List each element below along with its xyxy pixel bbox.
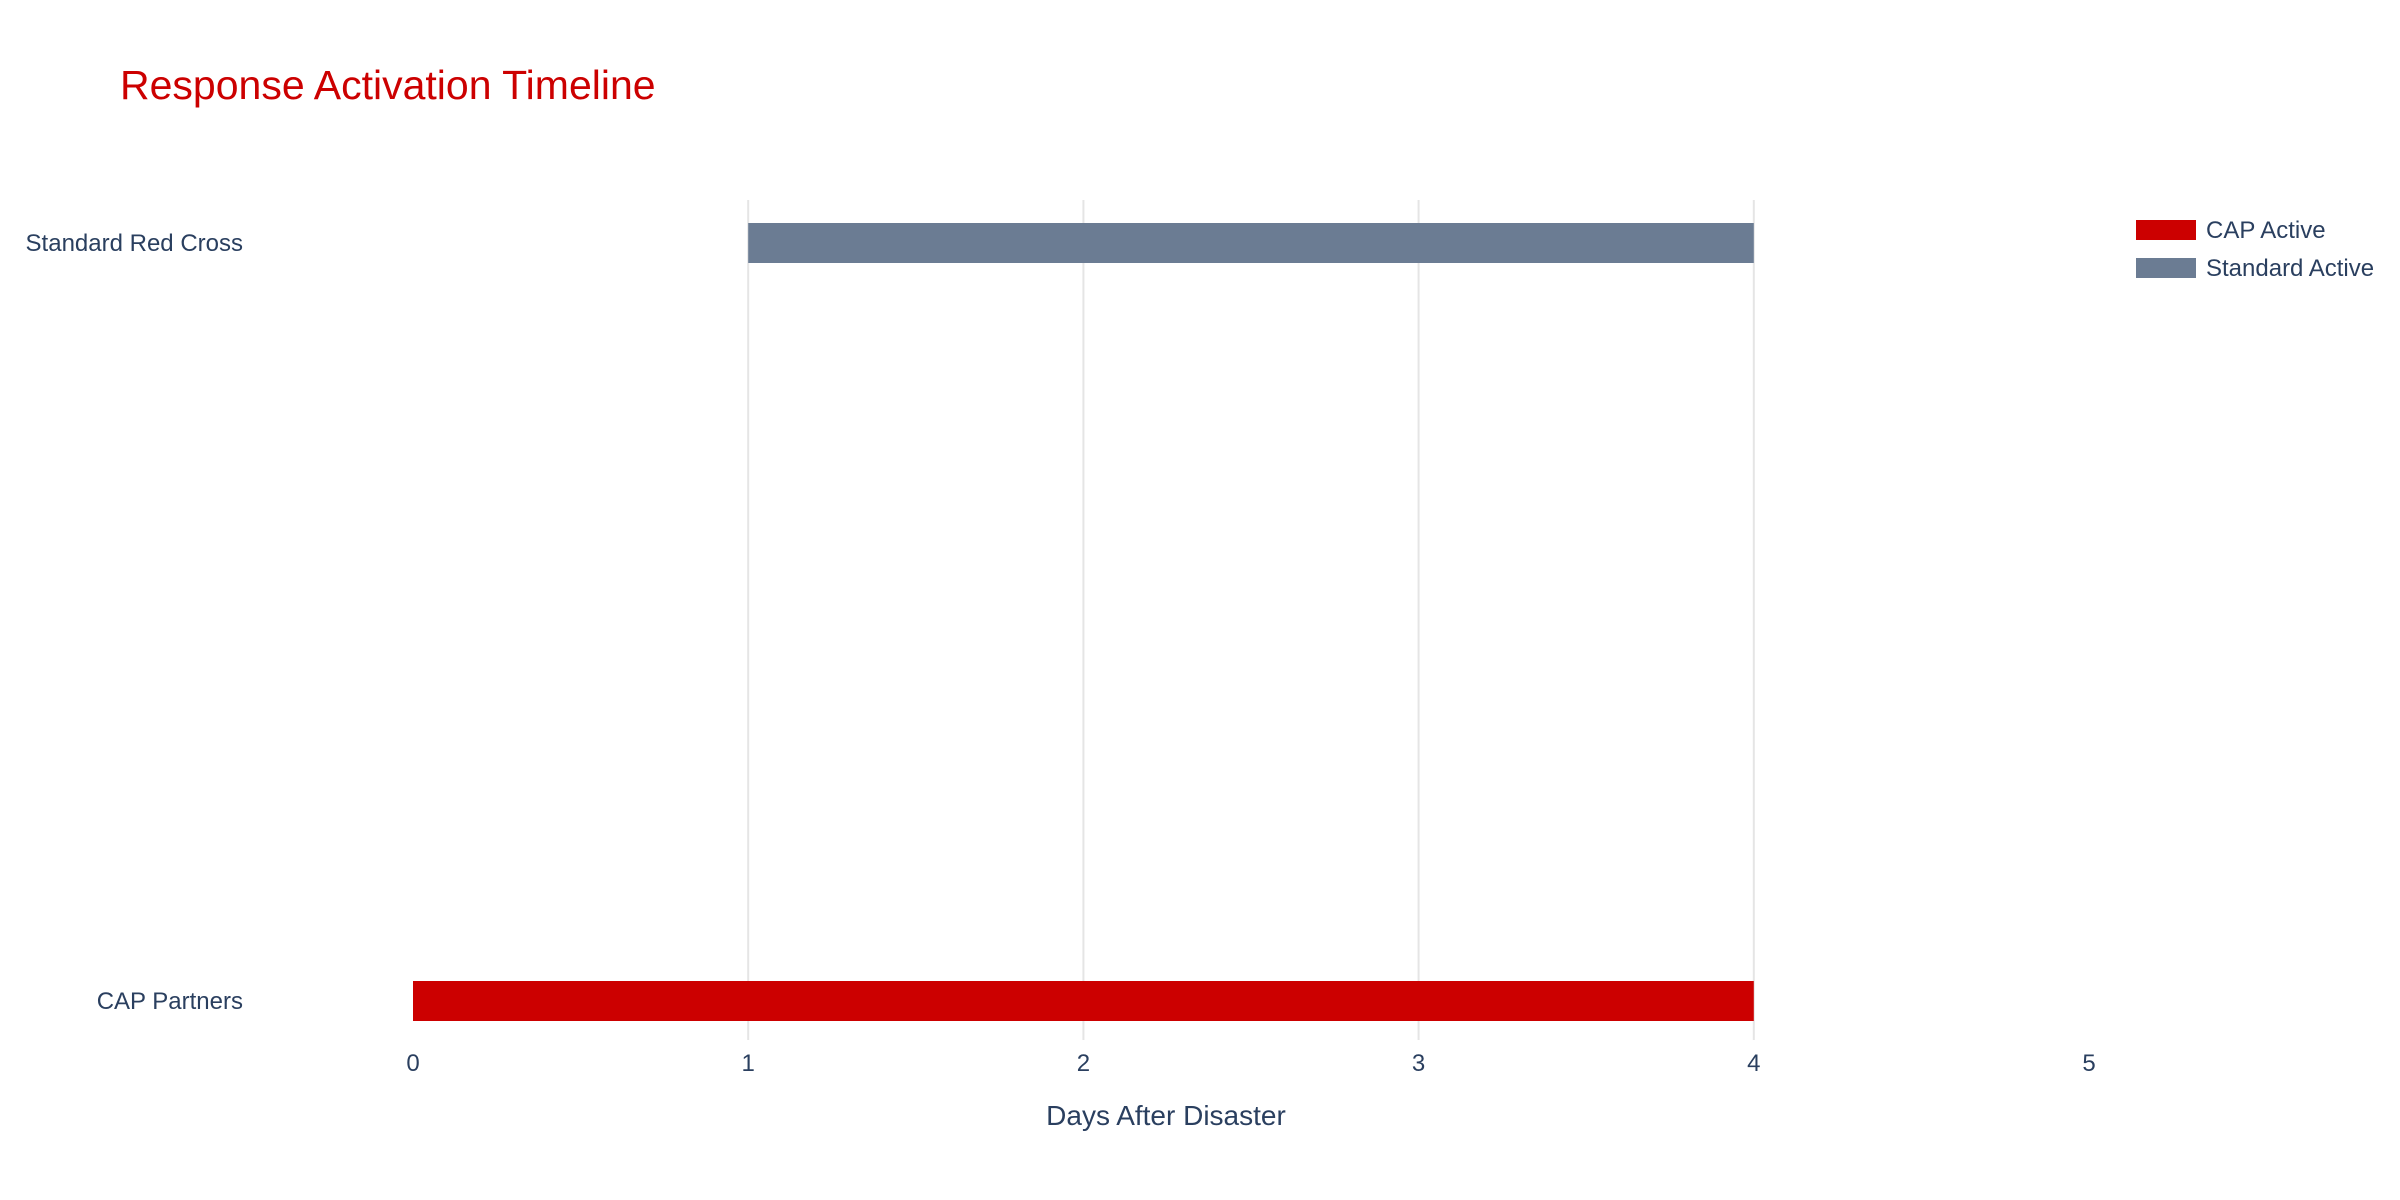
x-tick-label-2: 2 xyxy=(1077,1050,1090,1077)
category-labels: CAP Partners Standard Red Cross xyxy=(26,230,243,1015)
grid-lines xyxy=(747,200,1755,1040)
category-label-standard-red-cross: Standard Red Cross xyxy=(26,230,243,257)
x-tick-label-0: 0 xyxy=(406,1050,419,1077)
x-axis-title: Days After Disaster xyxy=(1046,1100,1286,1131)
x-tick-label-3: 3 xyxy=(1412,1050,1425,1077)
legend-label-standard-active: Standard Active xyxy=(2206,255,2374,282)
legend-swatch-cap-active xyxy=(2136,220,2196,240)
legend-label-cap-active: CAP Active xyxy=(2206,217,2326,244)
legend: CAP Active Standard Active xyxy=(2136,217,2374,282)
legend-swatch-standard-active xyxy=(2136,258,2196,278)
category-label-cap-partners: CAP Partners xyxy=(97,988,243,1015)
bar-standard-active xyxy=(748,223,1754,263)
bar-cap-active xyxy=(413,981,1754,1021)
x-tick-label-1: 1 xyxy=(742,1050,755,1077)
chart-title: Response Activation Timeline xyxy=(120,62,656,108)
x-tick-label-4: 4 xyxy=(1747,1050,1760,1077)
x-tick-label-5: 5 xyxy=(2082,1050,2095,1077)
x-axis-ticks: 0 1 2 3 4 5 xyxy=(406,1050,2095,1077)
bars xyxy=(413,223,1754,1021)
